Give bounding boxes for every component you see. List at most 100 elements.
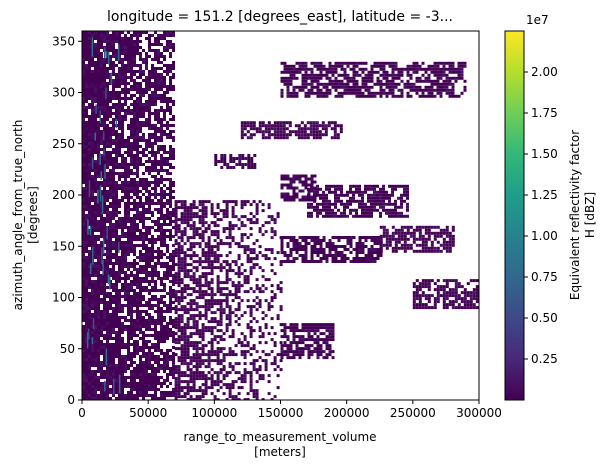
- data-cell: [154, 265, 157, 268]
- data-cell: [148, 322, 151, 325]
- data-cell: [204, 290, 208, 294]
- data-cell: [166, 235, 169, 238]
- data-cell: [210, 299, 214, 303]
- data-cell: [154, 190, 157, 193]
- data-cell: [97, 100, 100, 103]
- data-cell: [103, 376, 106, 379]
- data-cell: [115, 226, 118, 229]
- data-cell: [237, 227, 241, 231]
- data-cell: [82, 358, 85, 361]
- data-cell: [121, 52, 124, 55]
- data-cell: [109, 187, 112, 190]
- data-cell: [163, 85, 166, 88]
- data-cell: [183, 329, 187, 333]
- data-cell: [82, 256, 85, 259]
- data-cell: [451, 237, 455, 241]
- data-cell: [121, 196, 124, 199]
- data-cell: [106, 241, 109, 244]
- data-cell: [163, 94, 166, 97]
- data-cell: [106, 199, 109, 202]
- data-cell: [331, 208, 334, 212]
- data-cell: [112, 52, 115, 55]
- data-cell: [85, 346, 88, 349]
- data-cell: [106, 160, 109, 163]
- data-cell: [109, 184, 112, 187]
- data-cell: [388, 208, 391, 212]
- data-cell: [121, 373, 124, 376]
- data-cell: [207, 239, 211, 243]
- data-cell: [121, 40, 124, 43]
- data-cell: [97, 343, 100, 346]
- data-cell: [301, 198, 305, 202]
- data-cell: [160, 175, 163, 178]
- data-cell: [154, 343, 157, 346]
- data-cell: [130, 52, 133, 55]
- data-cell: [157, 82, 160, 85]
- data-cell: [195, 362, 199, 366]
- data-cell: [106, 343, 109, 346]
- data-cell: [139, 394, 142, 397]
- data-cell: [198, 260, 202, 264]
- data-cell: [201, 212, 205, 216]
- data-cell: [148, 319, 151, 322]
- data-cell: [195, 347, 199, 351]
- data-cell: [163, 91, 166, 94]
- data-cell: [222, 212, 226, 216]
- data-cell: [166, 127, 169, 130]
- data-cell: [130, 154, 133, 157]
- data-cell: [355, 254, 359, 257]
- data-cell: [328, 187, 331, 191]
- data-cell: [139, 295, 142, 298]
- data-cell: [112, 349, 115, 352]
- data-cell: [154, 127, 157, 130]
- data-cell: [106, 172, 109, 175]
- data-cell: [355, 64, 359, 68]
- data-cell: [115, 373, 118, 376]
- data-cell: [88, 97, 91, 100]
- data-cell: [145, 190, 148, 193]
- data-cell: [127, 58, 130, 61]
- data-cell: [85, 172, 88, 175]
- data-cell: [133, 70, 136, 73]
- data-cell: [112, 286, 115, 289]
- data-cell: [130, 280, 133, 283]
- data-cell: [367, 214, 370, 218]
- data-cell: [192, 359, 196, 363]
- data-cell: [103, 202, 106, 205]
- data-cell: [163, 100, 166, 103]
- data-cell: [286, 198, 290, 202]
- data-cell: [237, 218, 241, 222]
- data-cell: [112, 322, 115, 325]
- data-cell: [124, 382, 127, 385]
- data-cell: [252, 344, 256, 348]
- data-cell: [219, 329, 223, 333]
- data-cell: [154, 187, 157, 190]
- data-cell: [151, 358, 154, 361]
- data-cell: [112, 181, 115, 184]
- data-cell: [222, 353, 226, 357]
- data-cell: [121, 142, 124, 145]
- data-cell: [391, 190, 394, 194]
- data-cell: [328, 64, 332, 68]
- data-cell: [177, 302, 181, 306]
- data-cell: [148, 139, 151, 142]
- data-cell: [216, 230, 220, 234]
- data-cell: [249, 272, 253, 276]
- data-cell: [103, 85, 106, 88]
- data-cell: [189, 212, 193, 216]
- data-cell: [103, 121, 106, 124]
- data-cell: [127, 394, 130, 397]
- data-cell: [258, 245, 262, 249]
- data-cell: [406, 225, 410, 229]
- data-cell: [231, 395, 235, 399]
- data-cell: [240, 377, 244, 381]
- data-cell: [169, 52, 172, 55]
- data-cell: [249, 380, 253, 384]
- data-cell: [213, 326, 217, 330]
- data-cell: [139, 370, 142, 373]
- data-cell: [376, 257, 380, 260]
- data-cell: [121, 160, 124, 163]
- data-cell: [180, 233, 184, 237]
- data-cell: [210, 281, 214, 285]
- data-cell: [240, 203, 244, 207]
